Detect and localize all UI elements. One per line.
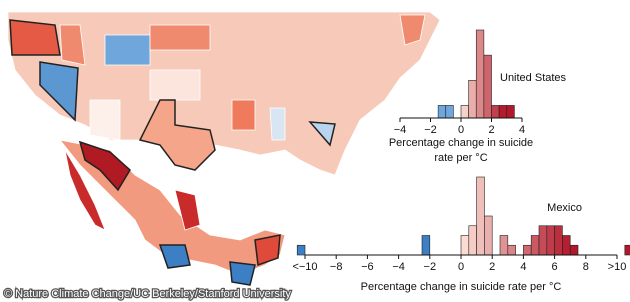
x-tick-label: −4 <box>392 261 405 273</box>
histogram-bar <box>554 225 563 256</box>
state <box>158 244 191 269</box>
x-tick-label: −8 <box>330 261 343 273</box>
state <box>149 69 201 101</box>
state <box>104 34 151 66</box>
state <box>308 121 336 147</box>
state <box>64 149 106 231</box>
histogram-bar <box>538 225 548 256</box>
histogram-bar <box>468 225 477 256</box>
x-tick-label: 0 <box>458 261 464 273</box>
map <box>7 11 441 286</box>
histogram-bar <box>484 215 493 256</box>
histogram-bar <box>476 176 485 256</box>
x-axis-label: Percentage change in suicide rate per °C <box>361 281 562 293</box>
state <box>399 14 426 46</box>
histogram-bar <box>296 244 306 256</box>
x-axis-label: Percentage change in suicide <box>389 137 533 149</box>
state <box>229 261 256 286</box>
x-tick-label: −2 <box>424 261 437 273</box>
credit: © Nature Climate Change/UC Berkeley/Stan… <box>4 288 291 300</box>
state <box>231 99 256 131</box>
state <box>269 107 286 141</box>
x-tick-label: −2 <box>424 124 437 136</box>
histogram-bar <box>569 244 579 256</box>
legend-title: Mexico <box>547 202 582 214</box>
histogram-bar <box>421 235 431 256</box>
x-tick-label: −4 <box>394 124 407 136</box>
state <box>59 24 86 66</box>
histogram-bar <box>499 235 509 256</box>
state <box>9 19 61 56</box>
histogram-bar <box>507 244 516 256</box>
histogram-bar <box>624 244 630 256</box>
state <box>39 61 79 122</box>
histogram-bar <box>498 105 508 119</box>
histogram-bar <box>491 105 500 119</box>
x-tick-label: 6 <box>552 261 558 273</box>
histogram-bar <box>546 225 555 256</box>
x-axis-label: rate per °C <box>434 152 487 164</box>
legend-title: United States <box>500 72 567 84</box>
histogram-bar <box>437 105 447 119</box>
x-tick-label: 2 <box>489 261 495 273</box>
x-tick-label: 4 <box>520 261 526 273</box>
x-tick-label: −6 <box>361 261 374 273</box>
x-tick-label: 0 <box>458 124 464 136</box>
state <box>138 99 216 171</box>
x-tick-label: >10 <box>608 261 627 273</box>
histogram-bar <box>483 54 492 119</box>
state <box>174 189 201 231</box>
x-tick-label: 4 <box>519 124 525 136</box>
histogram-bar <box>562 235 571 256</box>
state <box>254 234 281 267</box>
histogram-bar <box>445 105 454 119</box>
x-tick-label: 2 <box>488 124 494 136</box>
state <box>89 99 121 141</box>
x-tick-label: 8 <box>583 261 589 273</box>
histogram-bar <box>475 29 485 119</box>
histogram-bar <box>523 244 532 256</box>
histogram-bar <box>460 105 469 119</box>
state <box>78 140 131 192</box>
histogram-bar <box>530 235 540 256</box>
histogram-bar <box>468 79 477 119</box>
histogram-bar <box>506 105 515 119</box>
x-tick-label: <−10 <box>292 261 317 273</box>
state <box>149 24 211 51</box>
histogram-bar <box>460 235 470 256</box>
